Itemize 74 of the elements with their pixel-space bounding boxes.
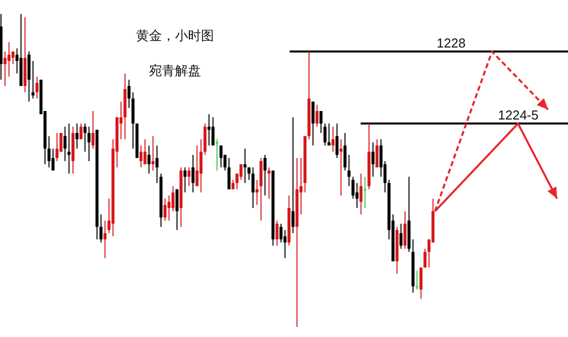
candlestick xyxy=(52,148,54,171)
candlestick xyxy=(92,110,94,150)
candlestick xyxy=(84,123,86,152)
candlestick xyxy=(104,220,106,259)
candlestick xyxy=(88,126,90,162)
candlestick xyxy=(196,144,198,187)
candlestick xyxy=(252,166,254,209)
candlestick xyxy=(188,166,190,187)
candlestick xyxy=(264,154,266,196)
candlestick xyxy=(320,110,322,134)
title: 黄金，小时图 xyxy=(136,28,214,43)
candlestick xyxy=(140,144,142,168)
candlestick xyxy=(64,126,66,162)
candlestick xyxy=(376,138,378,168)
candlestick xyxy=(416,270,418,290)
candlestick xyxy=(144,138,146,165)
candlestick xyxy=(216,138,218,171)
candlestick xyxy=(424,248,426,268)
candlestick xyxy=(344,132,346,171)
candlestick xyxy=(316,104,318,128)
candlestick xyxy=(400,223,402,250)
candlestick xyxy=(332,126,334,152)
candlestick xyxy=(268,166,270,200)
candlestick xyxy=(220,144,222,168)
candlestick xyxy=(48,136,50,168)
candlestick xyxy=(80,123,82,140)
candlestick xyxy=(284,229,286,259)
candlestick xyxy=(168,195,170,222)
candlestick xyxy=(328,123,330,146)
candlestick xyxy=(172,186,174,212)
candlestick xyxy=(372,142,374,178)
candlestick xyxy=(336,123,338,158)
candlestick xyxy=(248,166,250,180)
candlestick xyxy=(340,138,342,196)
candlestick xyxy=(232,179,234,190)
candlestick xyxy=(76,123,78,150)
candlestick xyxy=(324,123,326,146)
ref-label: 1228 xyxy=(436,36,466,51)
candlestick xyxy=(352,176,354,200)
candlestick xyxy=(156,144,158,184)
candlestick xyxy=(176,188,178,230)
candlestick xyxy=(420,267,422,300)
candlestick xyxy=(184,166,186,193)
candlestick xyxy=(364,176,366,209)
candlestick xyxy=(100,214,102,243)
candlestick xyxy=(148,144,150,174)
candlestick xyxy=(208,114,210,146)
candlestick xyxy=(256,179,258,206)
candlestick xyxy=(8,42,10,78)
subtitle: 宛青解盘 xyxy=(149,63,201,78)
candlestick xyxy=(152,136,154,171)
candlestick xyxy=(292,116,294,234)
candlestick xyxy=(312,101,314,146)
candlestick xyxy=(404,210,406,250)
candlestick xyxy=(68,123,70,174)
candlestick xyxy=(200,138,202,193)
candlestick xyxy=(12,51,14,65)
candlestick xyxy=(128,79,130,108)
candlestick xyxy=(356,182,358,209)
candlestick xyxy=(244,148,246,184)
candlestick xyxy=(360,173,362,215)
candlestick xyxy=(228,157,230,190)
candlestick xyxy=(56,132,58,162)
candlestick xyxy=(36,76,38,100)
candlestick xyxy=(212,116,214,146)
candlestick xyxy=(192,154,194,193)
candlestick xyxy=(240,164,242,180)
candlestick xyxy=(164,198,166,222)
ref-label: 1224-5 xyxy=(498,108,538,123)
candlestick xyxy=(4,51,6,86)
candlestick xyxy=(280,223,282,243)
candlestick xyxy=(348,154,350,187)
candlestick xyxy=(32,60,34,100)
candlestick xyxy=(276,220,278,246)
